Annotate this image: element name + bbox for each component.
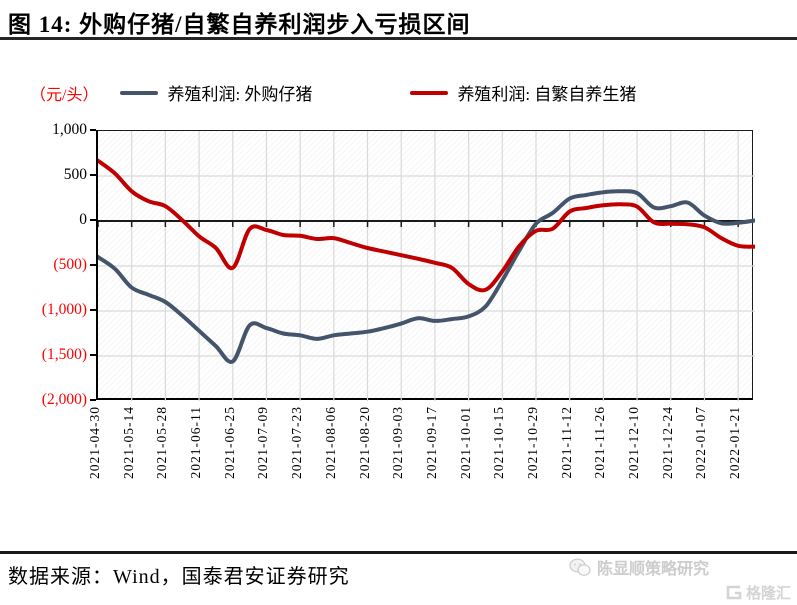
- footer-divider: [0, 551, 797, 554]
- y-axis-tick: [90, 174, 96, 176]
- x-axis-label: 2021-11-12: [558, 406, 574, 479]
- watermark: 陈显顺策略研究 格隆汇: [561, 555, 791, 603]
- x-axis-label: 2021-10-29: [525, 406, 540, 479]
- y-axis-label: 0: [79, 211, 87, 228]
- legend-item-purchased-piglets: 养殖利润: 外购仔猪: [120, 80, 312, 105]
- x-axis-label: 2021-06-11: [188, 406, 204, 479]
- x-axis-label: 2022-01-21: [727, 406, 743, 479]
- legend-label-purchased-piglets: 养殖利润: 外购仔猪: [167, 85, 313, 104]
- x-axis-label: 2021-06-25: [221, 406, 237, 479]
- legend-label-self-raised-hogs: 养殖利润: 自繁自养生猪: [457, 85, 637, 104]
- x-axis-label: 2021-08-20: [356, 406, 372, 479]
- watermark-account-row: 陈显顺策略研究: [569, 555, 791, 579]
- series-line: [98, 158, 755, 293]
- title-underline: [0, 37, 797, 40]
- x-axis-label: 2021-10-01: [457, 406, 473, 479]
- series-line: [98, 189, 755, 364]
- legend: （元/头） 养殖利润: 外购仔猪 养殖利润: 自繁自养生猪: [30, 80, 636, 105]
- x-axis-label: 2021-11-26: [592, 406, 608, 479]
- x-axis-label: 2021-12-24: [659, 406, 675, 479]
- data-source-text: 数据来源：Wind，国泰君安证券研究: [8, 566, 350, 588]
- y-axis-label: (1,000): [41, 301, 87, 318]
- y-axis-tick: [90, 219, 96, 221]
- y-axis-tick: [90, 309, 96, 311]
- x-axis-label: 2021-08-06: [322, 406, 338, 479]
- x-axis-label: 2022-01-07: [693, 406, 709, 479]
- x-axis-label: 2021-09-17: [423, 406, 439, 479]
- plot-area: [96, 130, 755, 401]
- legend-line-swatch-red: [410, 90, 449, 95]
- x-axis-label: 2021-10-15: [491, 406, 507, 479]
- legend-line-swatch-blue: [120, 90, 159, 95]
- y-axis-label: 1,000: [52, 121, 87, 138]
- y-axis-label: (1,500): [41, 346, 87, 363]
- x-axis-label: 2021-09-03: [390, 406, 406, 479]
- y-axis-tick: [90, 399, 96, 401]
- x-axis-label: 2021-12-10: [626, 406, 642, 479]
- y-axis-tick: [90, 264, 96, 266]
- legend-item-self-raised-hogs: 养殖利润: 自繁自养生猪: [410, 80, 636, 105]
- x-axis-label: 2021-05-28: [154, 406, 170, 479]
- line-chart: [98, 131, 755, 401]
- wechat-icon: [569, 558, 591, 576]
- watermark-platform-name: 格隆汇: [745, 585, 791, 602]
- x-axis-label: 2021-04-30: [87, 406, 102, 479]
- y-axis-tick: [90, 354, 96, 356]
- y-axis-label: (2,000): [41, 391, 87, 408]
- watermark-account-name: 陈显顺策略研究: [597, 561, 710, 578]
- figure-title: 图 14: 外购仔猪/自繁自养利润步入亏损区间: [8, 12, 471, 37]
- y-axis-label: 500: [63, 166, 87, 183]
- x-axis-label: 2021-07-23: [289, 406, 305, 479]
- watermark-platform-row: 格隆汇: [561, 582, 791, 603]
- x-axis-label: 2021-05-14: [120, 406, 136, 479]
- y-axis-unit-label: （元/头）: [30, 86, 99, 104]
- y-axis-tick: [90, 129, 96, 131]
- x-axis-label: 2021-07-09: [255, 406, 271, 479]
- y-axis-label: (500): [53, 256, 87, 273]
- gelonghui-logo-icon: [726, 585, 742, 600]
